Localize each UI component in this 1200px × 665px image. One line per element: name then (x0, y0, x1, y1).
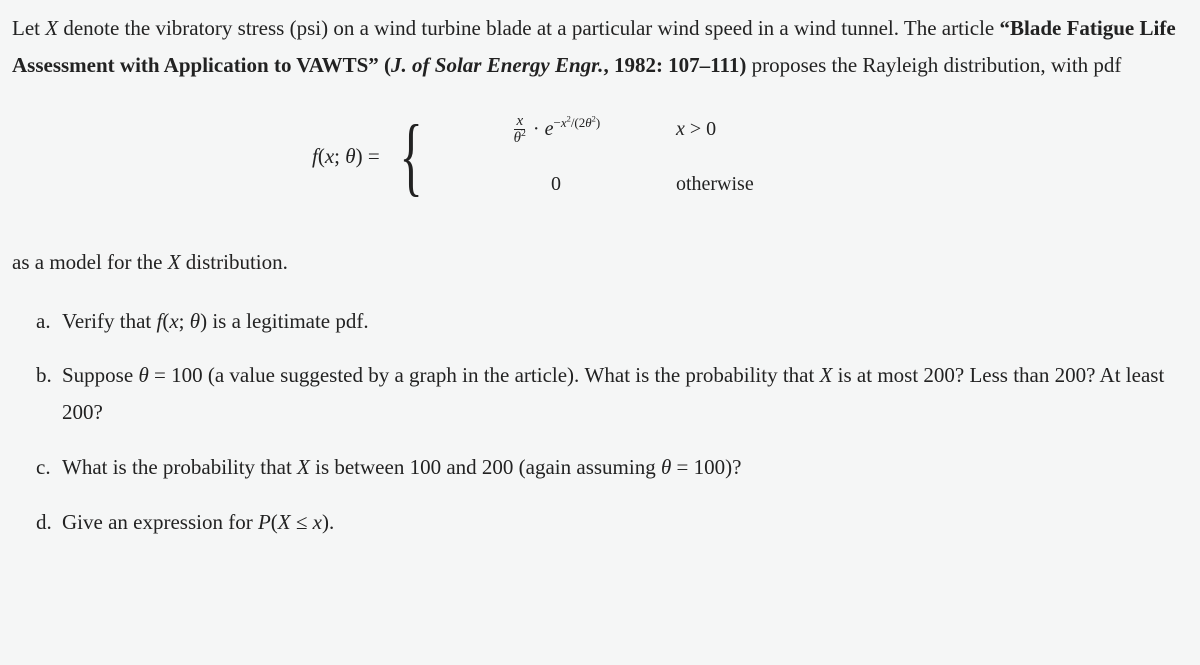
model-x: X (168, 250, 181, 274)
case1-expr: x θ2 · e−x2/(2θ2) (436, 112, 676, 147)
part-a-label: a. (36, 303, 62, 340)
intro-tail: proposes the Rayleigh distribution, with… (746, 53, 1121, 77)
lhs-open: ( (318, 144, 325, 168)
lhs-sep: ; (334, 144, 345, 168)
model-line: as a model for the X distribution. (12, 244, 1188, 281)
lhs-theta: θ (345, 144, 355, 168)
brace-icon: { (399, 122, 422, 192)
intro-paragraph: Let X denote the vibratory stress (psi) … (12, 10, 1188, 84)
frac-den: θ2 (512, 130, 528, 147)
dot: · (528, 118, 545, 140)
question-parts: a. Verify that f(x; θ) is a legitimate p… (12, 303, 1188, 541)
part-b-label: b. (36, 357, 62, 431)
case1-cond: x > 0 (676, 112, 856, 147)
intro-pre: Let (12, 16, 45, 40)
title-quote-close: ” (368, 53, 379, 77)
lhs-x: x (325, 144, 334, 168)
case2-expr: 0 (436, 167, 676, 202)
citation: 1982: 107–111) (614, 53, 746, 77)
part-d: d. Give an expression for P(X ≤ x). (36, 504, 1188, 541)
intro-var-x: X (45, 16, 58, 40)
journal-open: ( (379, 53, 391, 77)
part-b-text: Suppose θ = 100 (a value suggested by a … (62, 357, 1188, 431)
lhs-close: ) = (356, 144, 380, 168)
fraction: x θ2 (512, 113, 528, 147)
lhs: f(x; θ) = (312, 138, 380, 175)
model-pre: as a model for the (12, 250, 168, 274)
model-post: distribution. (181, 250, 288, 274)
part-b: b. Suppose θ = 100 (a value suggested by… (36, 357, 1188, 431)
part-d-label: d. (36, 504, 62, 541)
part-d-text: Give an expression for P(X ≤ x). (62, 504, 1188, 541)
journal-name: J. of Solar Energy Engr. (391, 53, 603, 77)
case-row-2: 0 otherwise (436, 167, 856, 202)
case2-cond: otherwise (676, 167, 856, 202)
title-quote-open: “ (999, 16, 1010, 40)
journal-close: , (603, 53, 614, 77)
intro-mid1: denote the vibratory stress (psi) on a w… (58, 16, 999, 40)
pdf-equation: f(x; θ) = { x θ2 · e−x2/(2θ2) x > 0 0 ot… (12, 112, 1188, 202)
exponent: −x2/(2θ2) (553, 115, 600, 130)
part-a: a. Verify that f(x; θ) is a legitimate p… (36, 303, 1188, 340)
part-c-label: c. (36, 449, 62, 486)
part-c: c. What is the probability that X is bet… (36, 449, 1188, 486)
part-c-text: What is the probability that X is betwee… (62, 449, 1188, 486)
cases: x θ2 · e−x2/(2θ2) x > 0 0 otherwise (436, 112, 856, 202)
part-a-text: Verify that f(x; θ) is a legitimate pdf. (62, 303, 1188, 340)
case-row-1: x θ2 · e−x2/(2θ2) x > 0 (436, 112, 856, 147)
